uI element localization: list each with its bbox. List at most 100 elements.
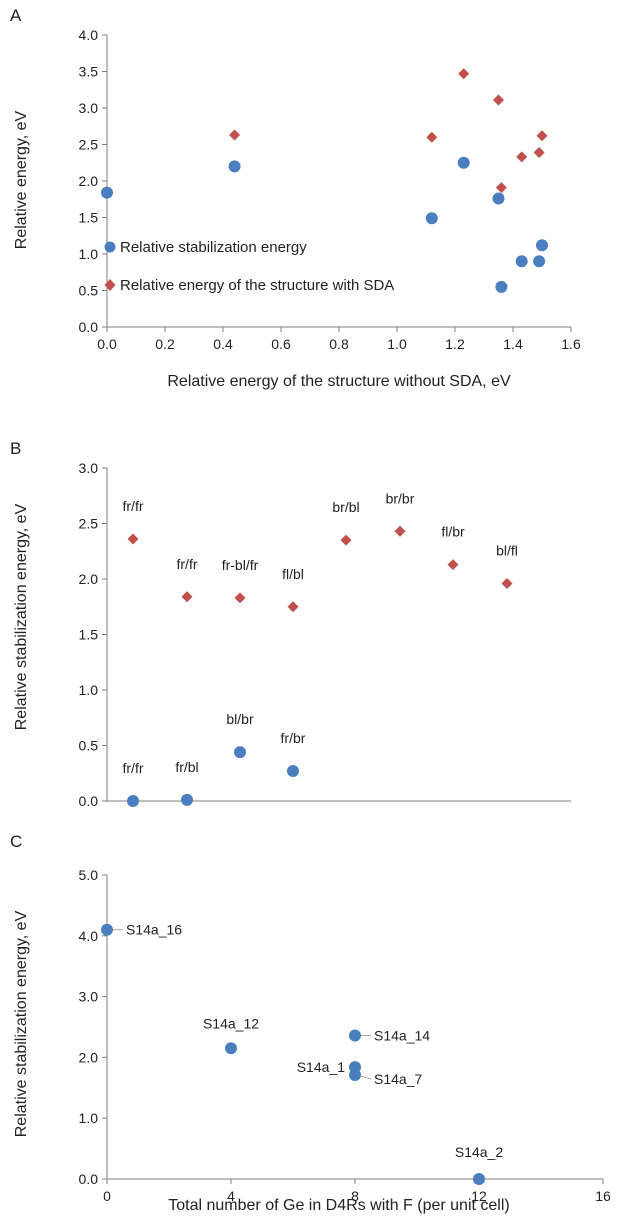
- panel-c-point-label: S14a_7: [374, 1071, 422, 1087]
- panel-a-y-tick-label: 1.0: [79, 246, 99, 262]
- panel-b-point-label: fr/br: [281, 730, 306, 746]
- panel-b-diamond-point: [394, 525, 406, 537]
- panel-a-y-tick-label: 4.0: [79, 27, 99, 43]
- panel-b-circle-point: [287, 765, 299, 778]
- legend-label-with-sda: Relative energy of the structure with SD…: [120, 277, 394, 294]
- panel-a-x-tick-label: 0.6: [271, 336, 291, 352]
- panel-c-ylabel: Relative stabilization energy, eV: [13, 910, 30, 1137]
- panel-a-circle-point: [492, 192, 505, 205]
- panel-c-y-tick-label: 5.0: [79, 867, 99, 883]
- panel-c-x-tick-label: 16: [595, 1188, 611, 1204]
- panel-c-y-tick-label: 1.0: [79, 1110, 99, 1126]
- panel-a: A 0.00.51.01.52.02.53.03.54.00.0 0.2 0.4 0.…: [10, 6, 581, 390]
- panel-a-plot: 0.0 0.5 1.0 1.5 2.0 2.5 3.0 3.5 4.0 0.0 0.2 0.4 0.6 0…: [79, 27, 581, 352]
- panel-a-x-tick-label: 0.4: [213, 336, 233, 352]
- panel-a-diamond-point: [516, 151, 528, 163]
- panel-a-y-tick-label: 0.5: [79, 283, 99, 299]
- panel-c-x-tick-label: 0: [103, 1188, 111, 1204]
- panel-a-circle-point: [228, 160, 241, 173]
- panel-b-point-label: fl/bl: [282, 566, 304, 582]
- panel-b-diamond-point: [127, 533, 139, 545]
- panel-b-y-tick-label: 1.0: [79, 682, 99, 698]
- panel-b-point-label: fr-bl/fr: [222, 557, 259, 573]
- panel-b-y-tick-label: 2.0: [79, 571, 99, 587]
- panel-b-diamond-point: [181, 591, 193, 603]
- panel-b-point-label: fl/br: [441, 524, 465, 540]
- panel-c-point-label: S14a_1: [297, 1059, 345, 1075]
- panel-a-x-tick-label: 1.6: [561, 336, 581, 352]
- panel-c-circle-point: [349, 1069, 361, 1082]
- panel-b-y-tick-label: 1.5: [79, 627, 99, 643]
- panel-b-point-label: bl/fl: [496, 542, 518, 558]
- panel-c-circle-point: [101, 923, 113, 936]
- panel-c-circle-point: [225, 1042, 237, 1055]
- panel-c-point-label: S14a_2: [455, 1144, 503, 1160]
- panel-a-x-tick-label: 0.8: [329, 336, 349, 352]
- panel-b-circle-point: [234, 746, 246, 759]
- panel-a-x-tick-label: 1.2: [445, 336, 465, 352]
- panel-b-plot: 0.0 0.5 1.0 1.5 2.0 2.5 3.0 fr/fr fr/fr fr-bl/fr f…: [79, 460, 571, 809]
- panel-c-y-tick-label: 4.0: [79, 928, 99, 944]
- panel-b-point-label: fr/fr: [177, 556, 198, 572]
- panel-a-legend: Relative stabilization energy Relative e…: [104, 239, 394, 294]
- panel-a-circle-point: [101, 186, 113, 199]
- panel-b-diamond-point: [340, 534, 352, 546]
- panel-a-ylabel: Relative energy, eV: [13, 110, 30, 249]
- legend-diamond-marker: [104, 279, 116, 291]
- panel-a-circle-point: [536, 239, 548, 252]
- panel-c-x-tick-label: 8: [351, 1188, 359, 1204]
- panel-a-diamond-point: [229, 129, 241, 141]
- panel-b-y-tick-label: 0.0: [79, 793, 99, 809]
- panel-b-diamond-point: [501, 577, 513, 589]
- panel-b-point-label: fr/fr: [123, 760, 144, 776]
- panel-a-circle-point: [495, 280, 508, 293]
- panel-a-circle-point: [515, 255, 528, 268]
- panel-c-xlabel: Total number of Ge in D4Rs with F (per u…: [168, 1197, 509, 1214]
- panel-a-y-tick-label: 0.0: [79, 319, 99, 335]
- panel-a-x-tick-label: 0.0: [97, 336, 117, 352]
- panel-c: C 0.0 1.0 2.0 3.0 4.0 5.0 0 4 8 12 16 S14a_16 S14a_1…: [10, 832, 611, 1214]
- panel-b-point-label: bl/br: [226, 711, 254, 727]
- panel-b-point-label: br/br: [386, 490, 415, 506]
- panel-c-y-tick-label: 0.0: [79, 1171, 99, 1187]
- panel-a-y-tick-label: 2.5: [79, 137, 99, 153]
- legend-circle-marker: [104, 241, 116, 253]
- panel-b-letter: B: [10, 439, 21, 458]
- panel-a-x-tick-label: 1.0: [387, 336, 407, 352]
- panel-a-circle-point: [533, 255, 546, 268]
- panel-b-diamond-point: [447, 559, 459, 571]
- panel-c-letter: C: [10, 832, 22, 851]
- panel-b-y-tick-label: 3.0: [79, 460, 99, 476]
- panel-a-diamond-point: [495, 182, 507, 194]
- panel-b-y-tick-label: 2.5: [79, 516, 99, 532]
- panel-b-diamond-point: [234, 592, 246, 604]
- panel-a-xlabel: Relative energy of the structure without…: [167, 373, 511, 390]
- panel-b-diamond-point: [287, 601, 299, 613]
- panel-c-circle-point: [473, 1173, 485, 1185]
- panel-b-point-label: fr/bl: [175, 759, 198, 775]
- panel-b-circle-point: [181, 793, 193, 806]
- panel-c-leader-line: [360, 1075, 372, 1080]
- panel-b-point-label: br/bl: [332, 499, 359, 515]
- panel-b-point-label: fr/fr: [123, 498, 144, 514]
- panel-a-y-tick-label: 2.0: [79, 173, 99, 189]
- panel-a-diamond-point: [533, 147, 545, 159]
- panel-c-point-label: S14a_16: [126, 922, 182, 938]
- panel-c-x-tick-label: 4: [227, 1188, 235, 1204]
- panel-a-diamond-point: [458, 68, 470, 80]
- panel-c-circle-point: [349, 1029, 361, 1042]
- panel-a-diamond-point: [493, 94, 504, 106]
- panel-a-y-tick-label: 1.5: [79, 210, 99, 226]
- panel-b-y-tick-label: 0.5: [79, 738, 99, 754]
- panel-a-y-tick-label: 3.0: [79, 100, 99, 116]
- panel-a-diamond-point: [536, 130, 548, 142]
- panel-a-letter: A: [10, 6, 22, 25]
- legend-label-stabilization: Relative stabilization energy: [120, 239, 307, 256]
- panel-c-x-tick-label: 12: [471, 1188, 487, 1204]
- panel-c-plot: 0.0 1.0 2.0 3.0 4.0 5.0 0 4 8 12 16 S14a_16 S14a_12 S…: [79, 867, 611, 1204]
- panel-a-x-tick-label: 1.4: [503, 336, 523, 352]
- panel-b-ylabel: Relative stabilization energy, eV: [13, 503, 30, 730]
- panel-a-y-tick-label: 3.5: [79, 64, 99, 80]
- panel-a-circle-point: [425, 212, 438, 225]
